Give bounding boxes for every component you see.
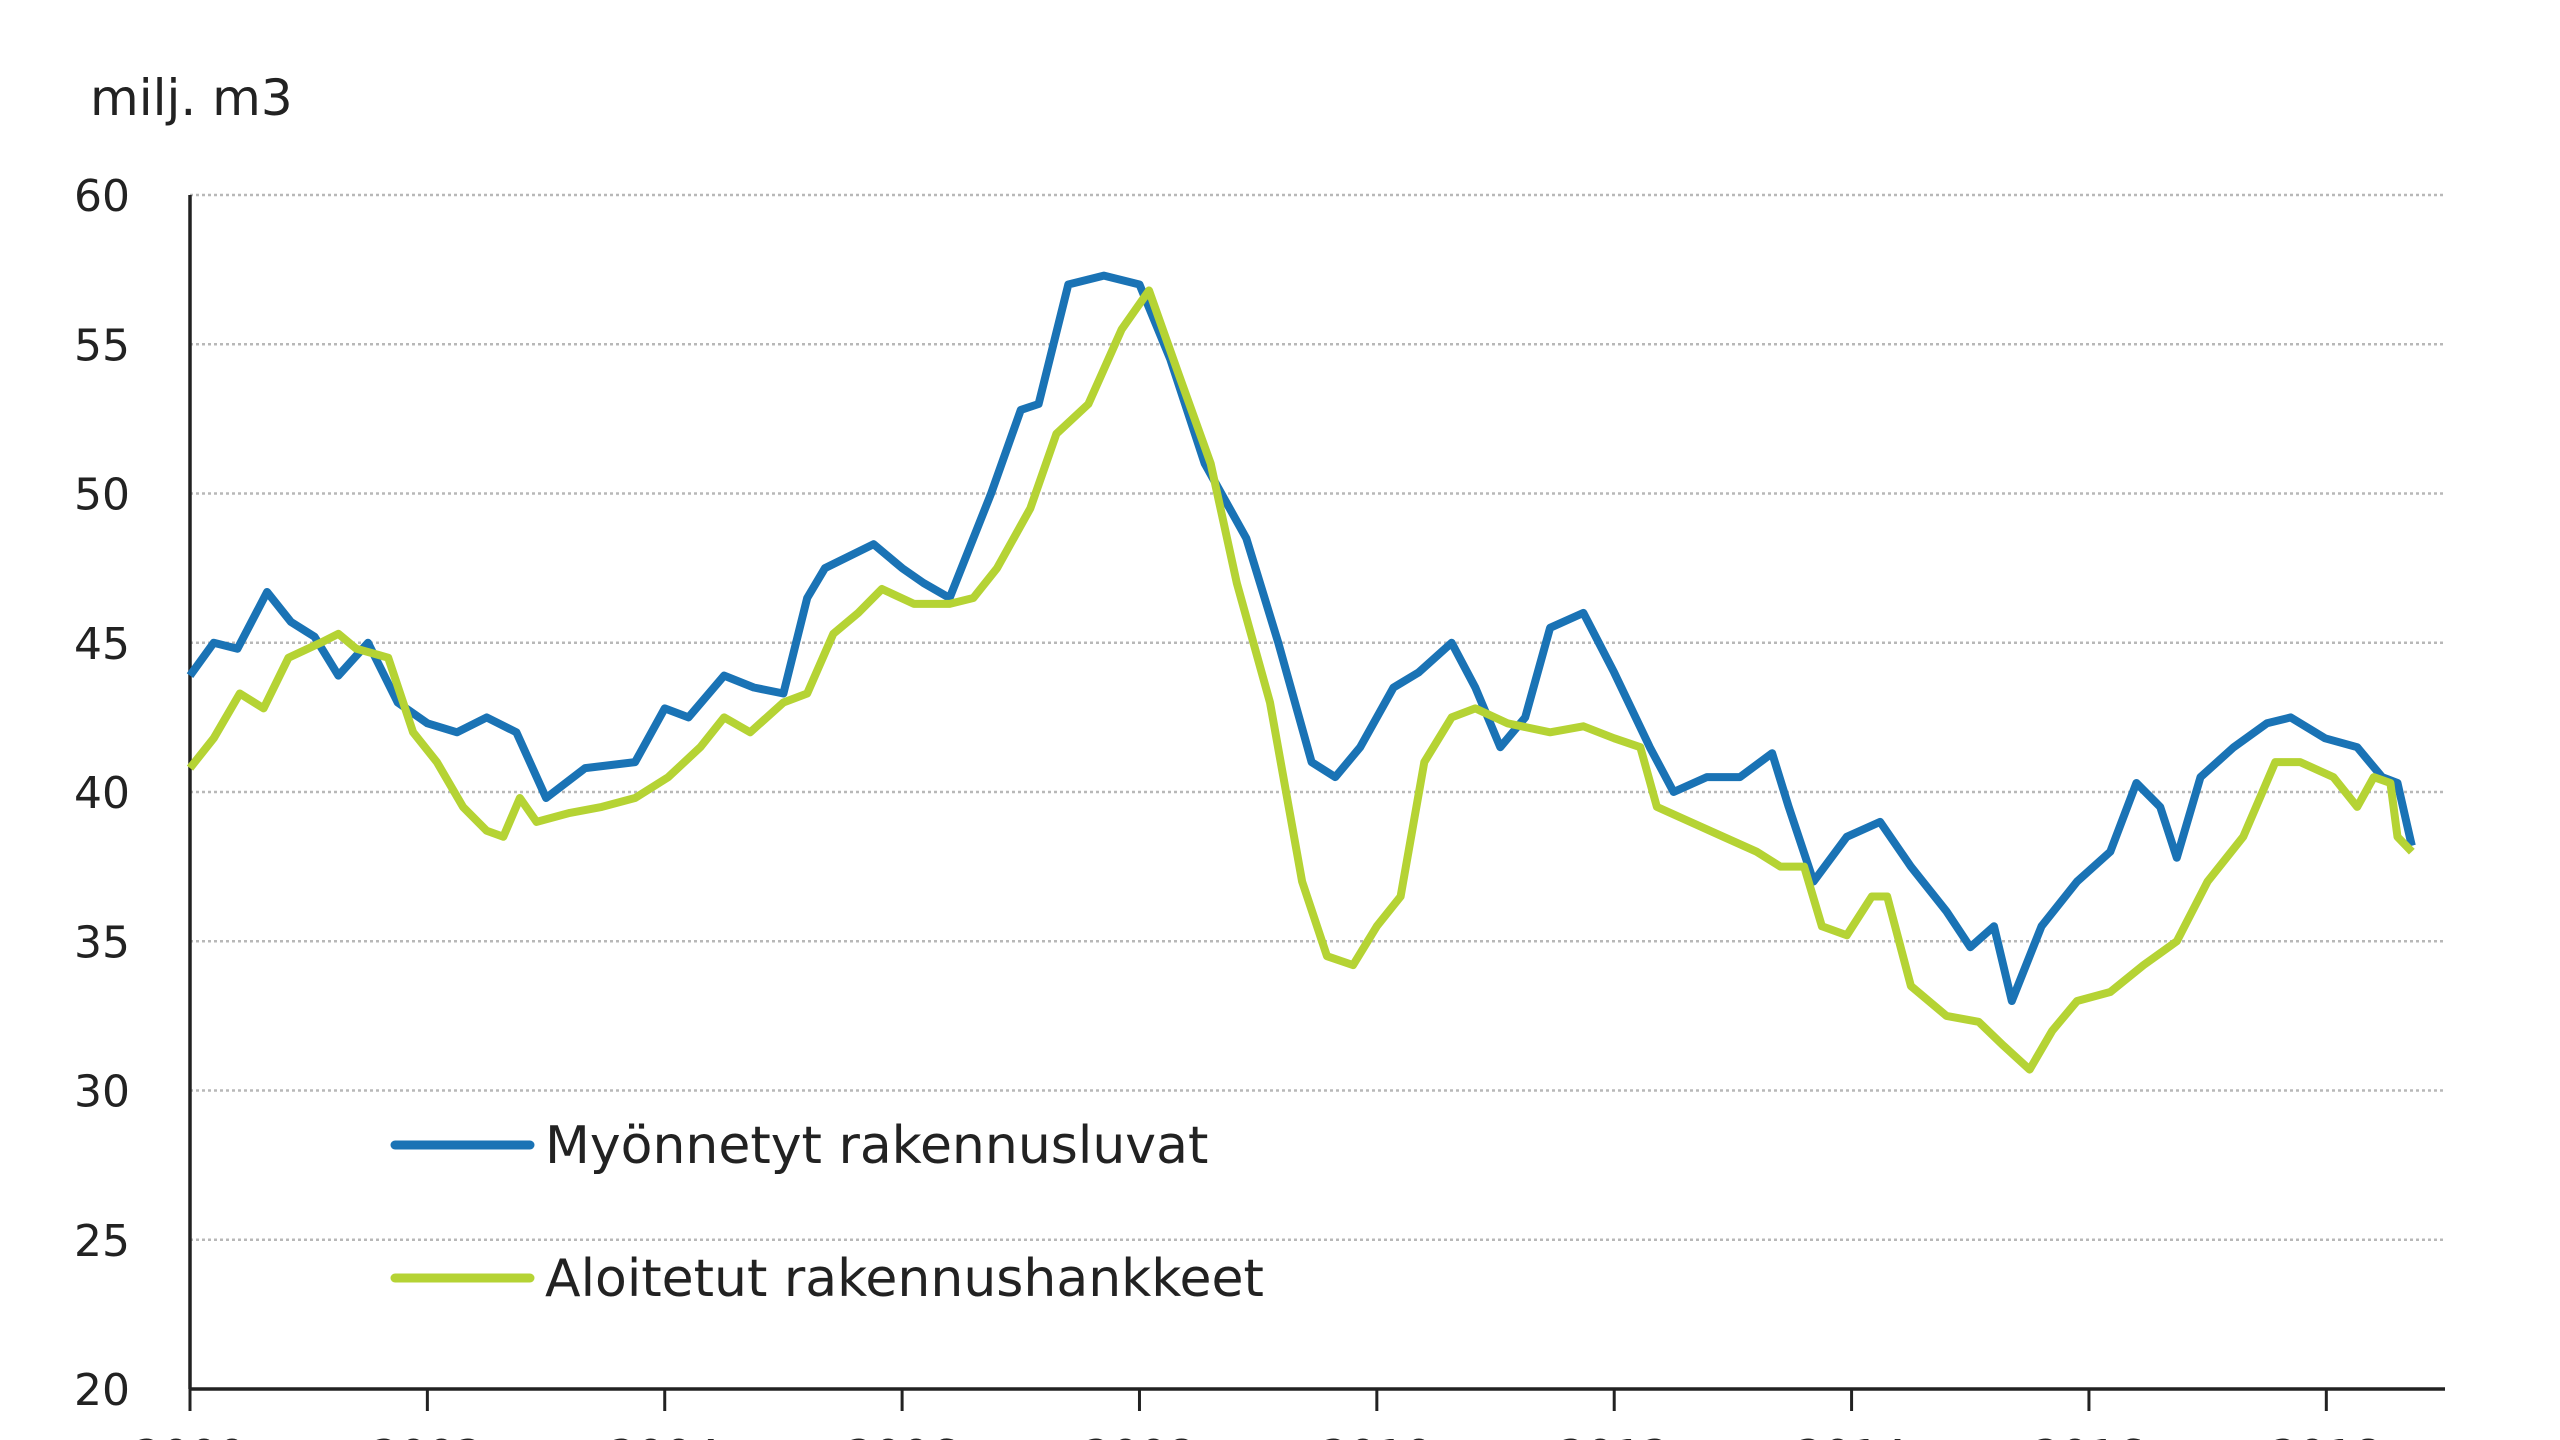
x-tick-label: 2004 [609,1431,721,1440]
series-line [186,271,2416,1005]
x-tick-label: 2000 [134,1431,246,1440]
x-tick-label: 2016 [2033,1431,2145,1440]
series-line [186,286,2415,1074]
x-tick-label: 2012 [1558,1431,1670,1440]
y-tick-label: 40 [74,768,130,819]
y-tick-label: 35 [74,917,130,968]
y-tick-label: 55 [74,320,130,371]
x-tick-label: 2010 [1321,1431,1433,1440]
x-tick-label: 2006 [846,1431,958,1440]
y-tick-label: 50 [74,470,130,521]
x-tick-label: 2008 [1083,1431,1195,1440]
x-tick-label: 2014 [1796,1431,1908,1440]
y-tick-label: 30 [74,1067,130,1118]
y-tick-label: 20 [74,1365,130,1416]
legend-label: Myönnetyt rakennusluvat [545,1116,1208,1176]
y-axis-label: milj. m3 [90,69,293,127]
y-tick-label: 25 [74,1216,130,1267]
x-tick-label: 2002 [371,1431,483,1440]
x-tick-label: 2018 [2270,1431,2382,1440]
y-tick-label: 45 [74,619,130,670]
legend-label: Aloitetut rakennushankkeet [545,1249,1264,1309]
y-tick-label: 60 [74,171,130,222]
